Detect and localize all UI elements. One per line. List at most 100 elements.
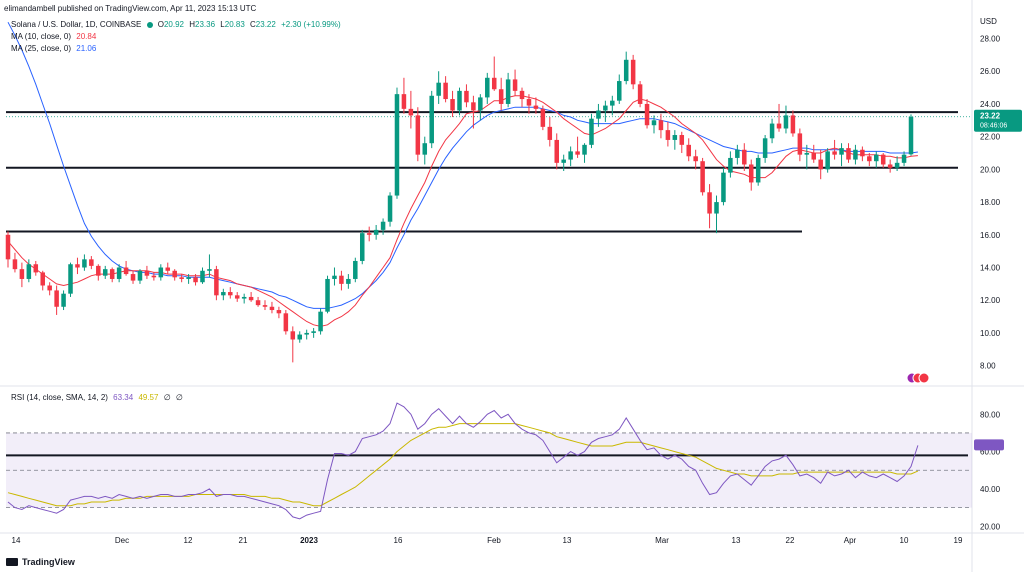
candle-body — [526, 99, 532, 106]
price-tick-label: 24.00 — [980, 100, 1001, 109]
candle-body — [214, 269, 219, 296]
candle-body — [637, 84, 643, 104]
ma25-legend[interactable]: MA (25, close, 0) 21.06 — [11, 44, 99, 53]
candle — [505, 72, 511, 108]
candle — [644, 99, 650, 129]
candle-body — [735, 149, 740, 158]
candle-body — [373, 229, 379, 235]
time-tick-label: 16 — [394, 536, 403, 545]
candle-body — [651, 120, 657, 126]
candle — [825, 148, 830, 173]
symbol-title[interactable]: Solana / U.S. Dollar, 1D, COINBASE — [11, 20, 142, 29]
ma25-label: MA (25, close, 0) — [11, 44, 72, 53]
candle — [540, 105, 546, 131]
price-tick-label: 12.00 — [980, 296, 1001, 305]
candle-body — [415, 115, 421, 155]
time-tick-label: 12 — [184, 536, 193, 545]
candle-body — [846, 148, 851, 160]
candle-body — [686, 144, 691, 157]
rsi-axis-labels: 20.00 40.00 60.00 80.00 — [980, 410, 1001, 531]
candle — [19, 262, 25, 288]
candle — [686, 138, 691, 162]
candle — [443, 76, 448, 103]
price-tick-label: 18.00 — [980, 198, 1001, 207]
rsi-value-badge — [974, 439, 1004, 451]
candle-body — [325, 278, 330, 312]
candle-body — [887, 164, 893, 168]
candle — [40, 270, 45, 291]
candle — [283, 310, 289, 335]
tradingview-logo-text: TradingView — [22, 557, 75, 567]
candle — [547, 117, 553, 147]
candle — [853, 144, 858, 165]
candle — [617, 74, 622, 104]
ohlc-high: 23.36 — [195, 20, 216, 29]
ohlc-high-label: H — [189, 20, 196, 29]
candle-body — [304, 332, 309, 335]
candle — [123, 260, 129, 276]
candle-body — [387, 195, 393, 222]
candle — [130, 270, 136, 284]
candle-body — [804, 153, 810, 155]
candle — [248, 292, 254, 302]
candle — [26, 259, 32, 283]
candle-body — [165, 267, 171, 271]
time-tick-label: 14 — [12, 536, 21, 545]
candle-body — [797, 133, 803, 155]
candle — [748, 159, 754, 191]
time-tick-label: 2023 — [300, 536, 318, 545]
price-tick-label: 8.00 — [980, 362, 996, 371]
time-axis-labels: 14 Dec 12 21 2023 16 Feb 13 Mar 13 22 Apr 10 19 — [12, 536, 963, 545]
candle — [554, 133, 560, 170]
candle — [144, 265, 150, 279]
candle — [436, 71, 441, 104]
candle-body — [860, 149, 865, 157]
candle-body — [89, 259, 94, 266]
candle — [901, 151, 907, 167]
candle — [82, 254, 87, 271]
candle-body — [693, 156, 698, 162]
rsi-tick-label: 60.00 — [980, 448, 1001, 457]
ma25-line — [7, 21, 918, 309]
candle — [797, 128, 803, 162]
candle-body — [596, 110, 601, 119]
candle — [311, 328, 316, 338]
candle-body — [339, 275, 344, 284]
tradingview-logo[interactable]: TradingView — [6, 557, 75, 567]
candle-body — [207, 269, 212, 271]
candle-body — [332, 275, 337, 279]
ohlc-low: 20.83 — [224, 20, 245, 29]
candle — [422, 136, 428, 165]
rsi-extra-1: ∅ — [163, 393, 171, 402]
candle — [610, 95, 615, 116]
candle — [603, 100, 608, 122]
ma10-line — [7, 95, 918, 327]
candle — [325, 275, 330, 314]
candle-body — [248, 296, 254, 301]
events-flag-icon — [906, 372, 930, 384]
rsi-tick-label: 40.00 — [980, 485, 1001, 494]
candle-body — [679, 135, 685, 145]
candle-body — [707, 192, 712, 214]
rsi-legend[interactable]: RSI (14, close, SMA, 14, 2) 63.34 49.57 … — [11, 393, 186, 402]
candle-body — [262, 305, 268, 307]
candle — [783, 105, 789, 134]
candle-body — [478, 97, 483, 111]
candle — [457, 87, 462, 116]
candle-body — [179, 277, 184, 279]
candle — [165, 262, 171, 275]
ma10-legend[interactable]: MA (10, close, 0) 20.84 — [11, 32, 99, 41]
candle — [880, 153, 886, 168]
rsi-value: 63.34 — [113, 393, 134, 402]
rsi-extra-2: ∅ — [175, 393, 183, 402]
candle-body — [429, 95, 434, 144]
candle — [214, 265, 219, 301]
market-status-dot — [146, 21, 153, 28]
candle-body — [505, 79, 511, 104]
candle-body — [200, 270, 205, 283]
ohlc-low-label: L — [220, 20, 225, 29]
candle-body — [519, 90, 525, 100]
candle — [137, 269, 143, 284]
candle — [304, 329, 309, 340]
